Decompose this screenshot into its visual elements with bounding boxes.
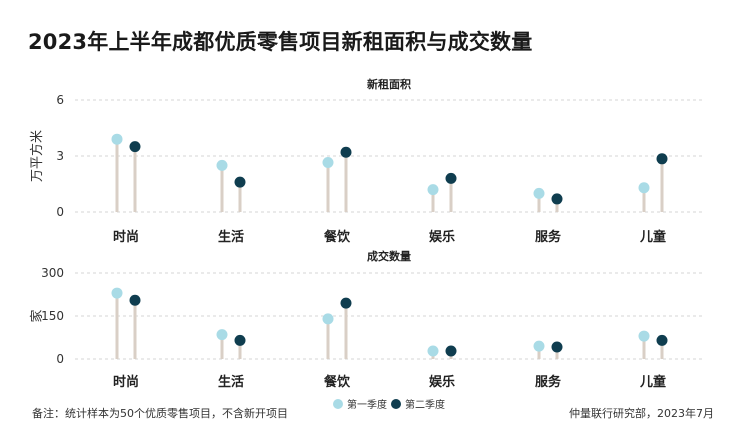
data-point xyxy=(129,141,141,153)
y-tick-label: 150 xyxy=(41,309,64,323)
data-point xyxy=(322,313,334,325)
x-tick-label: 餐饮 xyxy=(323,374,351,390)
data-point xyxy=(427,345,439,357)
y-tick-label: 0 xyxy=(56,205,64,219)
data-point xyxy=(216,159,228,171)
y-axis-label: 家 xyxy=(29,309,45,322)
data-point xyxy=(111,287,123,299)
legend-label: 第二季度 xyxy=(405,398,445,411)
data-point xyxy=(234,176,246,188)
x-tick-label: 时尚 xyxy=(113,229,139,245)
data-point xyxy=(340,146,352,158)
x-tick-label: 儿童 xyxy=(639,374,666,390)
data-point xyxy=(216,329,228,341)
data-point xyxy=(551,193,563,205)
data-point xyxy=(533,340,545,352)
source-note: 仲量联行研究部，2023年7月 xyxy=(569,407,714,420)
data-point xyxy=(445,345,457,357)
x-tick-label: 娱乐 xyxy=(429,229,455,245)
y-axis-label: 万平方米 xyxy=(29,130,45,182)
x-tick-label: 服务 xyxy=(535,229,562,245)
legend-marker xyxy=(391,399,401,409)
data-point xyxy=(656,153,668,165)
data-point xyxy=(638,330,650,342)
data-point xyxy=(427,184,439,196)
data-point xyxy=(551,341,563,353)
panel-title: 新租面积 xyxy=(367,77,411,91)
data-point xyxy=(322,157,334,169)
data-point xyxy=(129,294,141,306)
x-tick-label: 儿童 xyxy=(639,229,666,245)
x-tick-label: 服务 xyxy=(535,374,562,390)
x-tick-label: 生活 xyxy=(218,229,244,245)
data-point xyxy=(656,334,668,346)
legend-marker xyxy=(333,399,343,409)
y-tick-label: 300 xyxy=(41,266,64,280)
data-point xyxy=(533,187,545,199)
data-point xyxy=(340,297,352,309)
y-tick-label: 0 xyxy=(56,352,64,366)
footnote: 备注：统计样本为50个优质零售项目，不含新开项目 xyxy=(32,407,288,420)
y-tick-label: 6 xyxy=(56,93,64,107)
data-point xyxy=(638,182,650,194)
x-tick-label: 生活 xyxy=(218,374,244,390)
x-tick-label: 时尚 xyxy=(113,374,139,390)
panel-title: 成交数量 xyxy=(367,249,411,263)
y-tick-label: 3 xyxy=(56,149,64,163)
chart-title: 2023年上半年成都优质零售项目新租面积与成交数量 xyxy=(28,30,533,54)
data-point xyxy=(445,172,457,184)
legend-label: 第一季度 xyxy=(347,398,387,411)
data-point xyxy=(111,133,123,145)
x-tick-label: 娱乐 xyxy=(429,374,455,390)
x-tick-label: 餐饮 xyxy=(323,229,351,245)
data-point xyxy=(234,334,246,346)
